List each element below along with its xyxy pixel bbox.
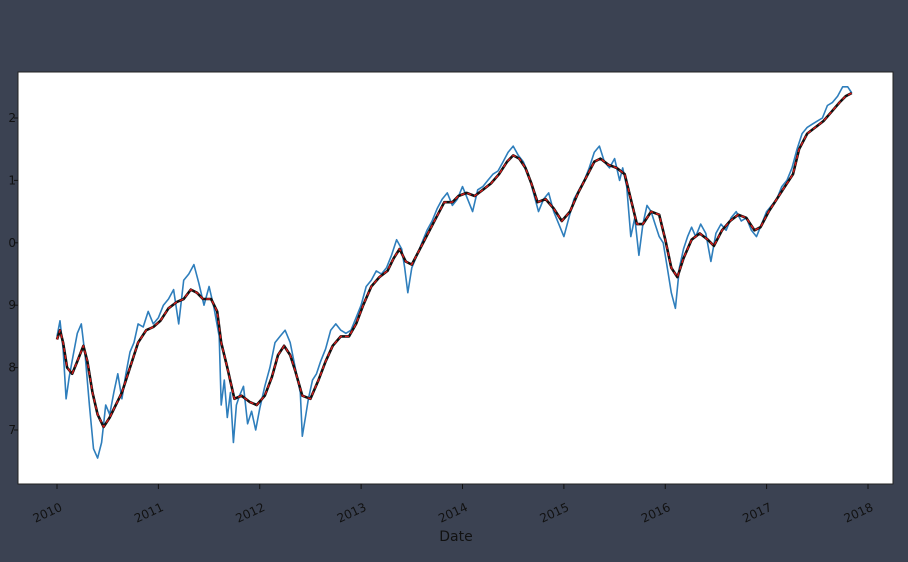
plot-area — [17, 71, 894, 485]
y-tick-label: 2 — [8, 111, 16, 125]
series-layer — [55, 86, 853, 459]
x-axis-label: Date — [439, 529, 472, 545]
y-tick-label: 1 — [8, 173, 16, 187]
y-tick-label: 8 — [8, 361, 16, 375]
series-1-line — [56, 92, 853, 428]
y-tick-label: 0 — [8, 236, 16, 250]
y-tick-label: 9 — [8, 298, 16, 312]
y-tick-label: 7 — [8, 423, 16, 437]
